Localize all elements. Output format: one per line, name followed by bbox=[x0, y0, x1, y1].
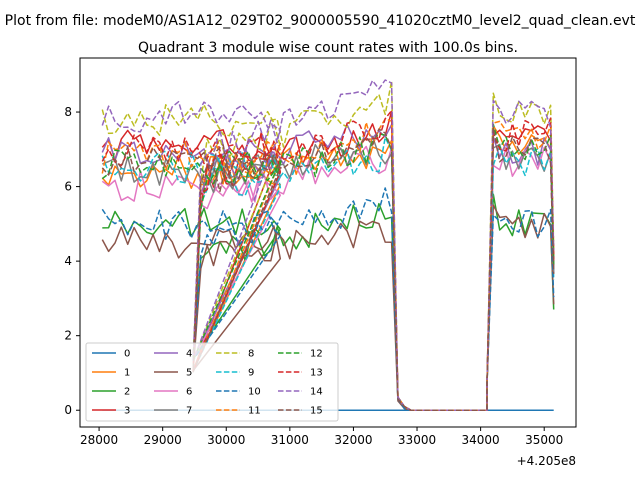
y-tick-label: 4 bbox=[64, 254, 72, 268]
y-tick-label: 8 bbox=[64, 105, 72, 119]
y-tick-label: 2 bbox=[64, 329, 72, 343]
legend-label: 0 bbox=[124, 349, 130, 360]
series-line-15 bbox=[101, 127, 555, 411]
legend-label: 1 bbox=[124, 368, 130, 379]
x-tick-label: 30000 bbox=[207, 433, 245, 447]
legend-label: 4 bbox=[186, 349, 192, 360]
x-tick-label: 28000 bbox=[80, 433, 118, 447]
legend-frame bbox=[85, 342, 339, 422]
legend-label: 2 bbox=[124, 387, 130, 398]
x-tick-label: 31000 bbox=[271, 433, 309, 447]
plot-frame bbox=[79, 57, 577, 428]
chart-title: Quadrant 3 module wise count rates with … bbox=[138, 40, 518, 56]
x-axis: 28000 29000 30000 31000 32000 33000 34000 35000 bbox=[80, 427, 563, 447]
x-offset-label: +4.205e8 bbox=[517, 454, 576, 468]
legend-label: 13 bbox=[310, 368, 323, 379]
y-axis: 0 2 4 6 8 bbox=[64, 105, 80, 417]
legend-label: 3 bbox=[124, 406, 130, 417]
legend-label: 9 bbox=[248, 368, 254, 379]
legend-label: 8 bbox=[248, 349, 254, 360]
legend-label: 6 bbox=[186, 387, 192, 398]
x-tick-label: 35000 bbox=[525, 433, 563, 447]
x-tick-label: 34000 bbox=[462, 433, 500, 447]
y-tick-label: 0 bbox=[64, 403, 72, 417]
legend-label: 11 bbox=[248, 406, 261, 417]
legend-label: 7 bbox=[186, 406, 192, 417]
figure-suptitle: Plot from file: modeM0/AS1A12_029T02_900… bbox=[5, 13, 636, 29]
legend-label: 5 bbox=[186, 368, 192, 379]
series-lines bbox=[101, 79, 555, 411]
legend-label: 15 bbox=[310, 406, 323, 417]
x-tick-label: 32000 bbox=[334, 433, 372, 447]
legend-label: 12 bbox=[310, 349, 323, 360]
legend-label: 10 bbox=[248, 387, 261, 398]
x-tick-label: 29000 bbox=[144, 433, 182, 447]
legend-label: 14 bbox=[310, 387, 323, 398]
x-tick-label: 33000 bbox=[398, 433, 436, 447]
y-tick-label: 6 bbox=[64, 180, 72, 194]
series-line-14 bbox=[101, 79, 555, 411]
